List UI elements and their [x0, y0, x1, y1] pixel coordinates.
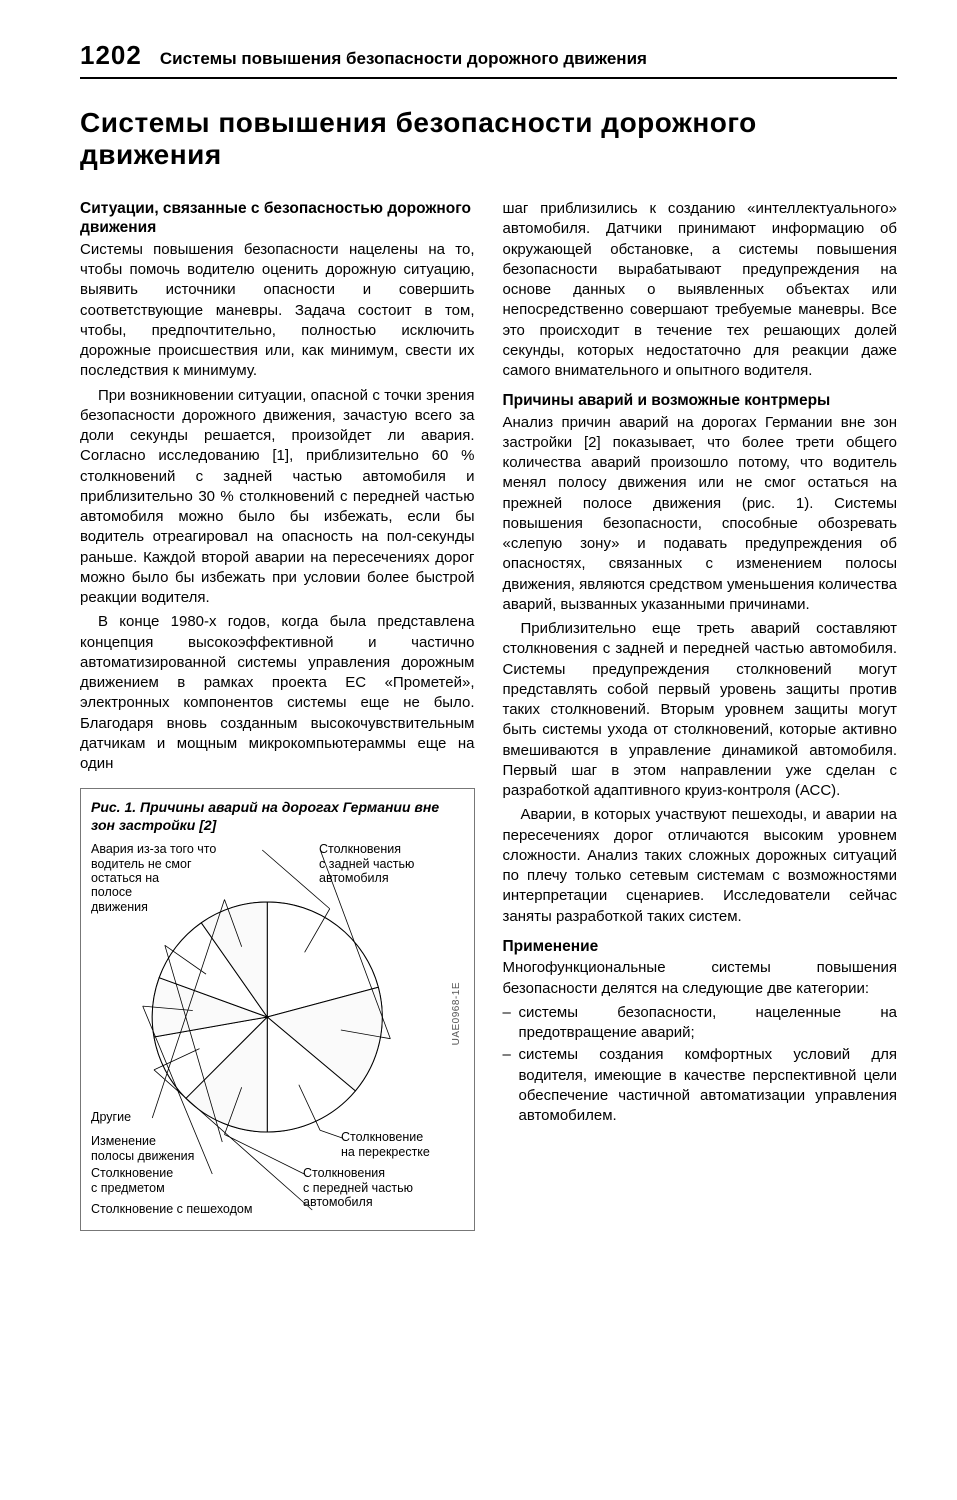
- chart-label-rear: Столкновения с задней частью автомобиля: [319, 842, 469, 885]
- right-paragraph-3: Приблизительно еще треть аварий составля…: [503, 619, 898, 801]
- right-paragraph-4: Аварии, в которых участвуют пешеходы, и …: [503, 805, 898, 927]
- right-paragraph-5: Многофункциональные системы повышения бе…: [503, 958, 898, 999]
- left-paragraph-1: Системы повышения безопасности нацелены …: [80, 240, 475, 382]
- figure-1-code: UAE0968-1E: [451, 982, 462, 1045]
- running-head: 1202 Системы повышения безопасности доро…: [80, 40, 897, 79]
- page: 1202 Системы повышения безопасности доро…: [0, 0, 957, 1271]
- application-list-item-1: системы безопасности, нацеленные на пред…: [503, 1003, 898, 1044]
- running-title: Системы повышения безопасности дорожного…: [160, 49, 647, 69]
- section-heading-situations: Ситуации, связанные с безопасностью доро…: [80, 199, 475, 238]
- page-number: 1202: [80, 40, 142, 71]
- left-paragraph-2: При возникновении ситуации, опасной с то…: [80, 386, 475, 609]
- chart-label-pedestrian: Столкновение с пешеходом: [91, 1202, 311, 1216]
- chart-label-intersection: Столкновение на перекрестке: [341, 1130, 471, 1159]
- article-title: Системы повышения безопасности дорожного…: [80, 107, 897, 171]
- columns: Ситуации, связанные с безопасностью доро…: [80, 199, 897, 1231]
- figure-1-chart: UAE0968-1E Авария из-за того что водител…: [91, 842, 464, 1222]
- left-paragraph-3: В конце 1980-х годов, когда была предста…: [80, 612, 475, 774]
- chart-label-lane_change: Изменение полосы движения: [91, 1134, 221, 1163]
- figure-1-caption: Рис. 1. Причины аварий на дорогах Герман…: [91, 799, 464, 834]
- figure-1: Рис. 1. Причины аварий на дорогах Герман…: [80, 788, 475, 1231]
- chart-label-front: Столкновения с передней частью автомобил…: [303, 1166, 473, 1209]
- left-column: Ситуации, связанные с безопасностью доро…: [80, 199, 475, 1231]
- right-paragraph-2: Анализ причин аварий на дорогах Германии…: [503, 413, 898, 616]
- chart-label-other: Другие: [91, 1110, 151, 1124]
- chart-label-lane_keep: Авария из-за того что водитель не смог о…: [91, 842, 261, 914]
- chart-label-object: Столкновение с предметом: [91, 1166, 211, 1195]
- section-heading-causes: Причины аварий и возможные контрмеры: [503, 391, 898, 410]
- application-list: системы безопасности, нацеленные на пред…: [503, 1003, 898, 1127]
- right-column: шаг приблизились к созданию «интеллектуа…: [503, 199, 898, 1231]
- application-list-item-2: системы создания комфортных условий для …: [503, 1045, 898, 1126]
- section-heading-application: Применение: [503, 937, 898, 956]
- right-paragraph-1: шаг приблизились к созданию «интеллектуа…: [503, 199, 898, 381]
